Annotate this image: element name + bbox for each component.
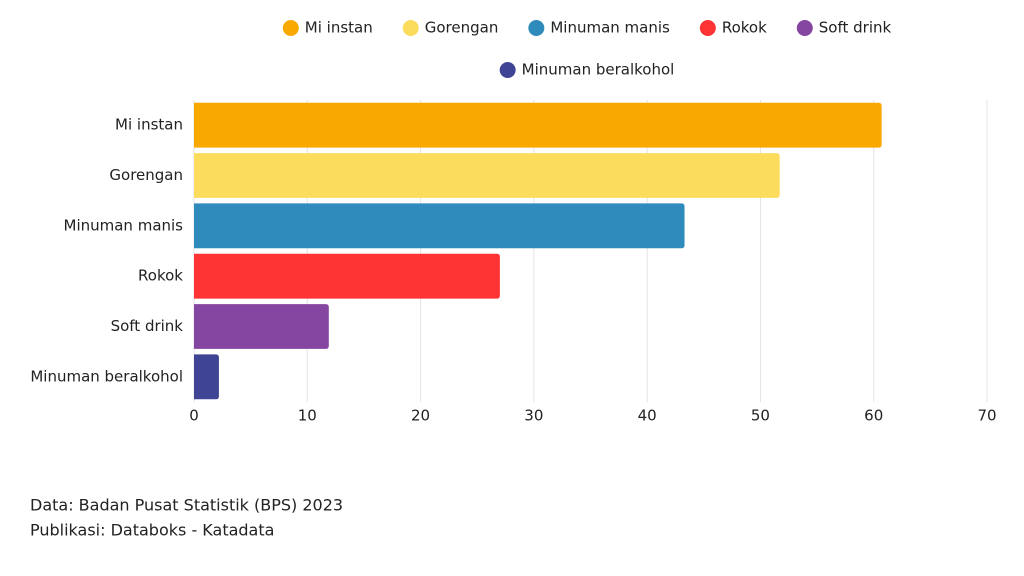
legend-marker: [528, 20, 545, 36]
legend-marker: [499, 62, 516, 78]
y-tick-label: Rokok: [138, 267, 183, 285]
legend-item: Mi instan: [282, 19, 373, 37]
bar: [194, 153, 780, 198]
legend-marker: [699, 20, 716, 36]
legend-item: Rokok: [699, 19, 767, 37]
legend-marker: [402, 20, 419, 36]
legend-label: Minuman beralkohol: [522, 61, 675, 79]
y-tick-label: Gorengan: [109, 166, 183, 184]
x-tick-label: 30: [524, 407, 543, 425]
legend-marker: [796, 20, 813, 36]
y-tick-label: Mi instan: [115, 116, 183, 134]
legend-label: Minuman manis: [550, 19, 670, 37]
y-tick-label: Minuman manis: [64, 216, 184, 234]
y-tick-label: Minuman beralkohol: [30, 367, 183, 385]
bar: [194, 102, 882, 148]
x-tick-label: 50: [751, 407, 770, 425]
x-tick-label: 70: [977, 407, 996, 425]
bar: [194, 354, 219, 400]
x-tick-label: 20: [411, 407, 430, 425]
legend-label: Soft drink: [819, 19, 892, 37]
legend-item: Minuman beralkohol: [499, 61, 675, 79]
publication-note: Publikasi: Databoks - Katadata: [30, 521, 274, 540]
bar: [194, 304, 329, 349]
source-note: Data: Badan Pusat Statistik (BPS) 2023: [30, 496, 343, 515]
x-tick-label: 10: [298, 407, 317, 425]
legend-label: Rokok: [722, 19, 767, 37]
legend-item: Soft drink: [796, 19, 892, 37]
legend-marker: [282, 20, 299, 36]
legend-label: Mi instan: [305, 19, 373, 37]
legend-item: Minuman manis: [528, 19, 670, 37]
legend-label: Gorengan: [425, 19, 499, 37]
bar: [194, 203, 685, 249]
x-tick-label: 40: [638, 407, 657, 425]
legend-item: Gorengan: [402, 19, 499, 37]
x-tick-label: 0: [189, 407, 199, 425]
bar: [194, 253, 500, 299]
y-tick-label: Soft drink: [111, 317, 184, 335]
x-tick-label: 60: [864, 407, 883, 425]
